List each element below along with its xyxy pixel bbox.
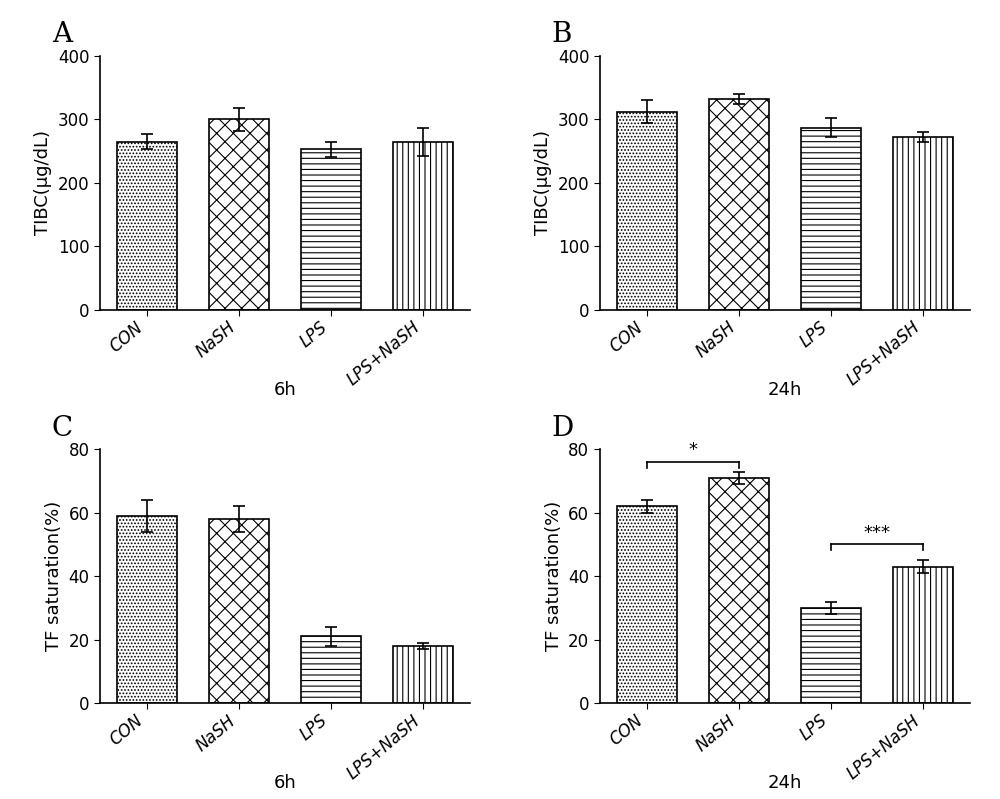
Y-axis label: TIBC(μg/dL): TIBC(μg/dL) [34, 130, 52, 236]
Text: ***: *** [864, 524, 891, 542]
Text: 6h: 6h [274, 774, 296, 792]
Bar [301, 149, 361, 310]
Text: 24h: 24h [768, 381, 802, 399]
Text: *: * [688, 442, 697, 459]
Bar [209, 119, 269, 310]
Bar [893, 137, 953, 310]
Text: B: B [552, 22, 572, 48]
Bar [393, 141, 453, 310]
Y-axis label: TF saturation(%): TF saturation(%) [45, 501, 63, 651]
Bar [117, 141, 177, 310]
Bar [301, 637, 361, 703]
Bar [801, 608, 861, 703]
Bar [393, 646, 453, 703]
Text: C: C [52, 415, 73, 442]
Text: A: A [52, 22, 72, 48]
Bar [117, 516, 177, 703]
Y-axis label: TIBC(μg/dL): TIBC(μg/dL) [534, 130, 552, 236]
Bar [209, 519, 269, 703]
Bar [801, 128, 861, 310]
Bar [893, 566, 953, 703]
Y-axis label: TF saturation(%): TF saturation(%) [545, 501, 563, 651]
Text: 6h: 6h [274, 381, 296, 399]
Bar [709, 478, 769, 703]
Bar [709, 99, 769, 310]
Bar [617, 112, 677, 310]
Text: 24h: 24h [768, 774, 802, 792]
Text: D: D [552, 415, 574, 442]
Bar [617, 507, 677, 703]
